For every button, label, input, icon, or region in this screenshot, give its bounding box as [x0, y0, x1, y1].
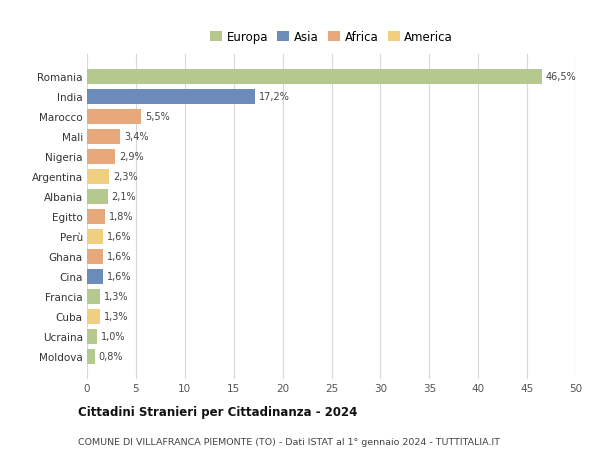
Text: 2,1%: 2,1%	[112, 192, 136, 202]
Bar	[87, 190, 107, 204]
Text: 1,8%: 1,8%	[109, 212, 133, 222]
Text: 1,6%: 1,6%	[107, 252, 131, 262]
Bar	[87, 90, 255, 105]
Bar	[87, 129, 120, 145]
Text: Cittadini Stranieri per Cittadinanza - 2024: Cittadini Stranieri per Cittadinanza - 2…	[78, 405, 358, 419]
Text: 2,9%: 2,9%	[119, 152, 144, 162]
Text: 46,5%: 46,5%	[545, 72, 577, 82]
Text: 1,6%: 1,6%	[107, 272, 131, 282]
Text: 1,6%: 1,6%	[107, 232, 131, 242]
Bar	[87, 150, 115, 164]
Bar	[87, 169, 109, 185]
Text: COMUNE DI VILLAFRANCA PIEMONTE (TO) - Dati ISTAT al 1° gennaio 2024 - TUTTITALIA: COMUNE DI VILLAFRANCA PIEMONTE (TO) - Da…	[78, 437, 500, 446]
Text: 3,4%: 3,4%	[124, 132, 149, 142]
Text: 1,0%: 1,0%	[101, 331, 125, 341]
Bar	[87, 329, 97, 344]
Bar	[87, 309, 100, 324]
Text: 1,3%: 1,3%	[104, 291, 128, 302]
Text: 2,3%: 2,3%	[113, 172, 138, 182]
Bar	[87, 349, 95, 364]
Legend: Europa, Asia, Africa, America: Europa, Asia, Africa, America	[208, 28, 455, 46]
Bar	[87, 230, 103, 244]
Bar	[87, 249, 103, 264]
Bar	[87, 269, 103, 284]
Bar	[87, 70, 542, 85]
Bar	[87, 289, 100, 304]
Bar	[87, 209, 104, 224]
Text: 17,2%: 17,2%	[259, 92, 290, 102]
Bar	[87, 110, 141, 125]
Text: 5,5%: 5,5%	[145, 112, 169, 122]
Text: 0,8%: 0,8%	[99, 352, 123, 362]
Text: 1,3%: 1,3%	[104, 312, 128, 322]
